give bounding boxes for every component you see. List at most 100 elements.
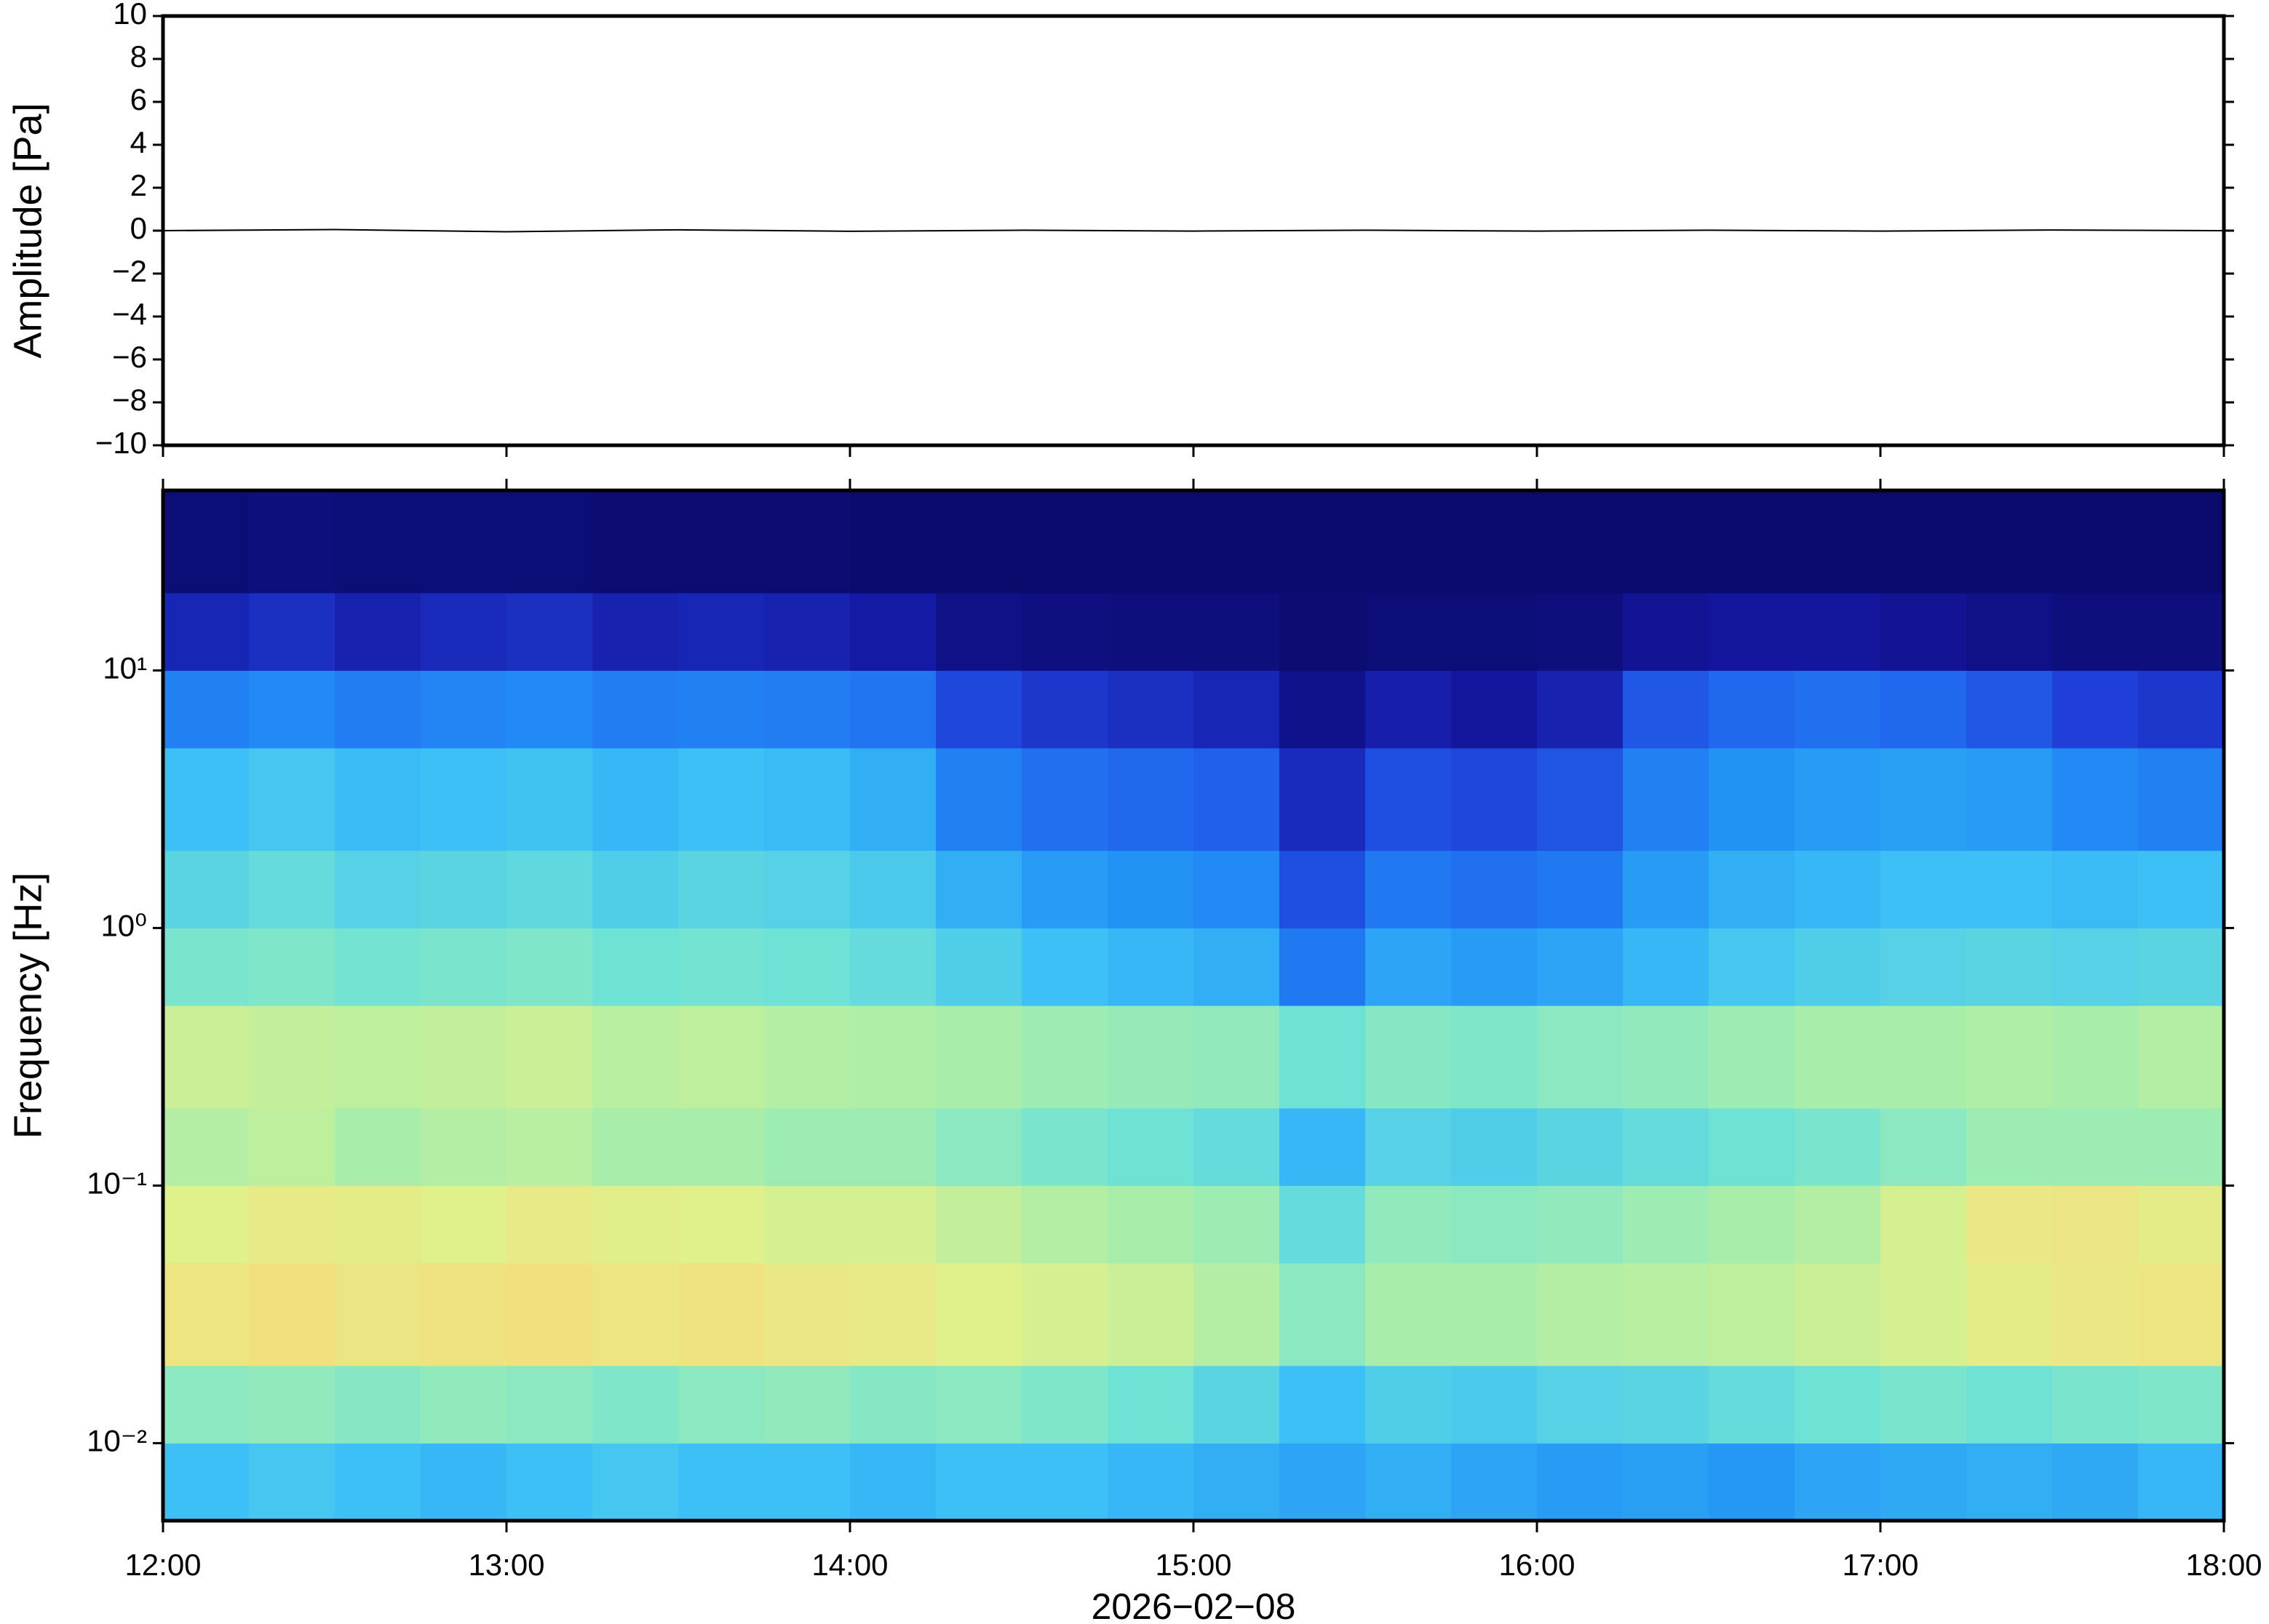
spectrogram-cell [2052,1006,2139,1109]
spectrogram-cell [1451,1006,1538,1109]
spectrogram-cell [2138,928,2225,1006]
spectrogram-cell [1279,1006,1366,1109]
spectrogram-cell [506,1443,593,1521]
spectrogram-cell [335,592,421,671]
spectrogram-cell [1966,1365,2053,1444]
spectrogram-cell [1022,928,1108,1006]
spectrogram-cell [421,1365,507,1444]
spectrogram-cell [2052,1443,2139,1521]
spectrogram-cell [249,592,335,671]
spectrogram-cell [506,1107,593,1186]
spectrogram-cell [249,928,335,1006]
spectrogram-cell [1451,1263,1538,1366]
x-axis-label: 2026−02−08 [1092,1586,1296,1624]
spectrogram-cell [1279,1365,1366,1444]
spectrogram-cell [1709,592,1795,671]
spectrogram-cell [506,592,593,671]
spectrogram-cell [1279,748,1366,851]
spectrogram-cell [936,670,1022,749]
spectrogram-cell [1537,928,1624,1006]
spectrogram-cell [1623,1107,1709,1186]
spectrogram-cell [850,1263,937,1366]
spectrogram-cell [1365,670,1452,749]
spectrogram-cell [335,1006,421,1109]
spectrogram-cell [764,490,851,594]
spectrogram-cell [2138,1443,2225,1521]
spectrogram-cell [1108,1443,1194,1521]
spectrogram-cell [764,1365,851,1444]
spectrogram-cell [592,1365,679,1444]
spectrogram-cell [1537,1263,1624,1366]
spectrogram-cell [1365,1185,1452,1264]
spectrogram-cell [936,1263,1022,1366]
spectrogram-cell [506,1006,593,1109]
spectrogram-cell [335,1107,421,1186]
spectrogram-cell [1623,748,1709,851]
spectrogram-cell [678,928,765,1006]
spectrogram-cell [1623,928,1709,1006]
spectrogram-cell [1537,1365,1624,1444]
spectrogram-cell [506,850,593,928]
spectrogram-cell [1880,1443,1967,1521]
y-tick-label: 4 [130,125,147,159]
spectrogram-cell [163,1263,250,1366]
spectrogram-cell [335,748,421,851]
spectrogram-cell [1022,1263,1108,1366]
spectrogram-cell [2052,670,2139,749]
spectrogram-cell [2052,592,2139,671]
spectrogram-cell [678,592,765,671]
spectrogram-cell [1451,1365,1538,1444]
spectrogram-cell [1451,592,1538,671]
spectrogram-cell [1108,1365,1194,1444]
spectrogram-cell [1451,1185,1538,1264]
spectrogram-cell [1022,1185,1108,1264]
y-tick-label: 10⁻¹ [87,1166,147,1201]
spectrogram-cell [850,1365,937,1444]
spectrogram-cell [249,1185,335,1264]
spectrogram-cell [1966,1107,2053,1186]
spectrogram-cell [1193,490,1280,594]
spectrogram-cell [421,1443,507,1521]
spectrogram-cell [1537,670,1624,749]
spectrogram-cell [764,670,851,749]
spectrogram-cell [850,670,937,749]
waveform [162,228,2225,233]
spectrogram-cell [2138,1006,2225,1109]
spectrogram-cell [764,1185,851,1264]
spectrogram-cell [592,670,679,749]
spectrogram-cell [1451,1443,1538,1521]
spectrogram-cell [764,1006,851,1109]
spectrogram-cell [1966,928,2053,1006]
spectrogram-cell [1365,490,1452,594]
spectrogram-cell [1623,1263,1709,1366]
spectrogram-cell [421,670,507,749]
spectrogram-cell [163,1185,250,1264]
spectrogram-cell [764,1443,851,1521]
spectrogram-cell [335,1443,421,1521]
spectrogram-cell [506,670,593,749]
spectrogram-cell [1880,748,1967,851]
spectrogram-cell [163,1006,250,1109]
x-tick-label: 15:00 [1155,1548,1231,1582]
spectrogram-cell [1022,1107,1108,1186]
spectrogram-cell [1193,748,1280,851]
spectrogram-cell [1108,1185,1194,1264]
spectrogram-cell [1709,1107,1795,1186]
spectrogram-cell [1537,592,1624,671]
spectrogram-cell [1022,490,1108,594]
spectrogram-cell [1795,928,1881,1006]
spectrogram-cell [249,850,335,928]
spectrogram-cell [1795,748,1881,851]
y-tick-label: 0 [130,211,147,245]
spectrogram-cell [1022,1006,1108,1109]
spectrogram-cell [764,1263,851,1366]
spectrogram-cell [421,1107,507,1186]
spectrogram-cell [2052,850,2139,928]
spectrogram-cell [936,850,1022,928]
spectrogram-cell [1279,1443,1366,1521]
spectrogram-cell [1022,850,1108,928]
y-tick-label: 10⁻² [87,1424,147,1458]
spectrogram-cell [592,748,679,851]
spectrogram-cell [1365,928,1452,1006]
spectrogram-cell [1365,1006,1452,1109]
